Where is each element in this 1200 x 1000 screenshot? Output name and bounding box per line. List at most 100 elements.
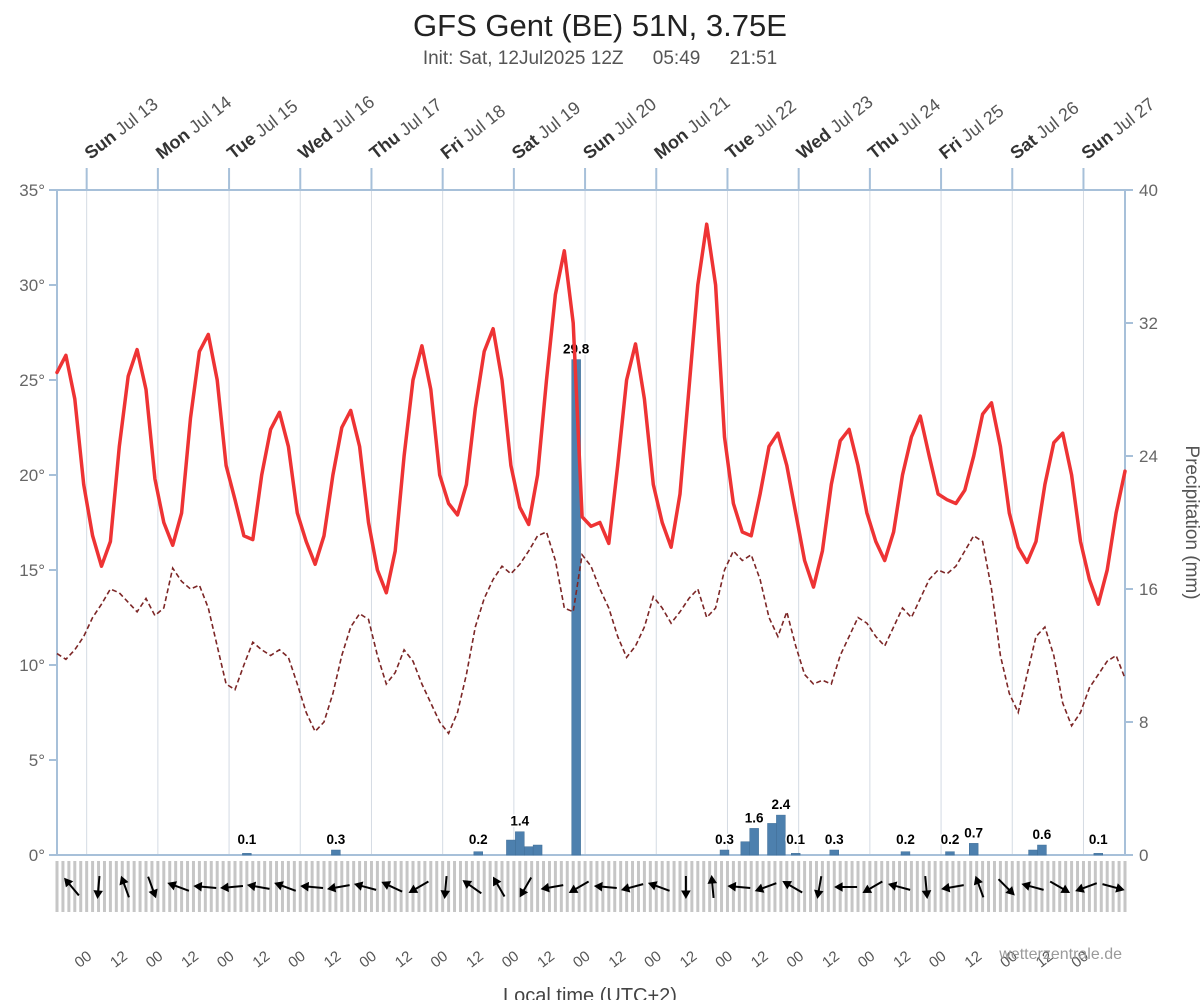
precip-bar-label: 2.4 [771,797,790,812]
time-tick-label: 12 [890,948,914,972]
wind-arrow [973,875,985,898]
precip-bar-label: 1.4 [510,814,529,829]
time-tick-label: 00 [712,948,736,972]
wind-arrow [519,876,533,898]
precip-bar-label: 0.3 [825,832,844,847]
temp-tick-label: 30° [19,276,45,295]
precip-bar [506,839,516,856]
precip-bar [331,849,341,856]
precip-bar-label: 0.1 [237,832,256,847]
precip-bar-label: 0.1 [786,832,805,847]
wind-arrow [167,881,190,892]
precip-tick-label: 0 [1139,846,1148,865]
wind-arrow [540,882,564,893]
temp-tick-label: 25° [19,371,45,390]
time-tick-label: 00 [143,948,167,972]
day-label: Thu Jul 17 [366,94,446,163]
precip-bar [900,851,911,856]
wind-arrow [997,878,1015,896]
precip-bar [791,853,801,856]
time-tick-label: 12 [819,948,843,972]
time-tick-label: 00 [997,948,1021,972]
precip-bar [1028,849,1038,856]
day-label: Tue Jul 15 [223,96,301,163]
day-label: Mon Jul 14 [152,92,235,163]
time-tick-label: 12 [250,948,274,972]
time-tick-label: 00 [1068,948,1092,972]
precip-tick-label: 16 [1139,580,1158,599]
wind-arrow [1049,880,1071,893]
time-tick-label: 12 [1033,948,1057,972]
wind-arrow [246,881,270,892]
precip-bar [776,814,786,856]
wind-arrow [814,875,824,899]
time-tick-label: 00 [285,948,309,972]
wind-arrow [647,881,670,892]
day-label: Sun Jul 20 [579,94,660,163]
precip-bar [532,844,543,856]
precip-tick-label: 32 [1139,314,1158,333]
wind-arrow [193,881,217,892]
precip-bar-label: 0.3 [326,832,345,847]
temp-tick-label: 5° [29,751,45,770]
precip-bar [829,849,839,856]
wind-arrow [274,881,297,892]
wind-arrow [147,876,158,899]
precip-bar-label: 0.3 [715,832,734,847]
precip-bar [767,823,777,856]
temp-tick-label: 20° [19,466,45,485]
time-tick-label: 00 [499,948,523,972]
wind-arrow [862,880,883,893]
precip-bar [749,828,759,856]
time-tick-label: 12 [748,948,772,972]
time-tick-label: 00 [428,948,452,972]
wind-arrow [220,882,244,893]
day-label: Thu Jul 24 [864,94,944,163]
wind-arrow [707,875,718,899]
wind-arrow [381,881,403,893]
precip-bar-label: 0.7 [964,825,983,840]
precip-bar [969,843,979,856]
precip-bar [242,853,252,856]
chart-title: GFS Gent (BE) 51N, 3.75E [413,8,787,43]
temp-tick-label: 35° [19,181,45,200]
wind-arrow [921,875,932,899]
time-tick-label: 00 [784,948,808,972]
temp-tick-label: 0° [29,846,45,865]
chart-subtitle: Init: Sat, 12Jul2025 12Z 05:49 21:51 [0,48,1200,70]
wind-arrow [408,880,429,893]
plot-frame [56,189,1126,856]
precip-tick-label: 8 [1139,713,1148,732]
wind-arrow [93,875,103,899]
wind-arrow [462,880,482,895]
precip-tick-label: 40 [1139,181,1158,200]
time-tick-label: 00 [570,948,594,972]
wind-arrow [887,881,911,891]
temp-tick-label: 15° [19,561,45,580]
precip-bar [1037,844,1047,856]
time-tick-label: 00 [214,948,238,972]
day-label: Wed Jul 16 [294,92,378,164]
wind-arrow [326,882,350,893]
wind-arrow [1021,881,1044,891]
wind-arrow [568,880,590,893]
dewpoint-line [56,530,1126,735]
precip-bar [1093,853,1103,856]
wind-arrow [593,881,617,892]
precip-bar-label: 0.2 [941,832,960,847]
precip-bar-label: 0.1 [1089,832,1108,847]
wind-arrow [727,881,751,892]
precip-bar [473,851,483,856]
time-tick-label: 12 [534,948,558,972]
temperature-line [55,222,1127,606]
time-tick-label: 00 [926,948,950,972]
temp-tick-label: 10° [19,656,45,675]
wind-arrow [1075,882,1098,893]
wind-arrow [353,881,377,891]
time-tick-label: 00 [72,948,96,972]
time-tick-label: 12 [962,948,986,972]
init-time-label: Init: Sat, 12Jul2025 12Z [422,48,624,69]
day-label: Sun Jul 13 [81,94,162,163]
